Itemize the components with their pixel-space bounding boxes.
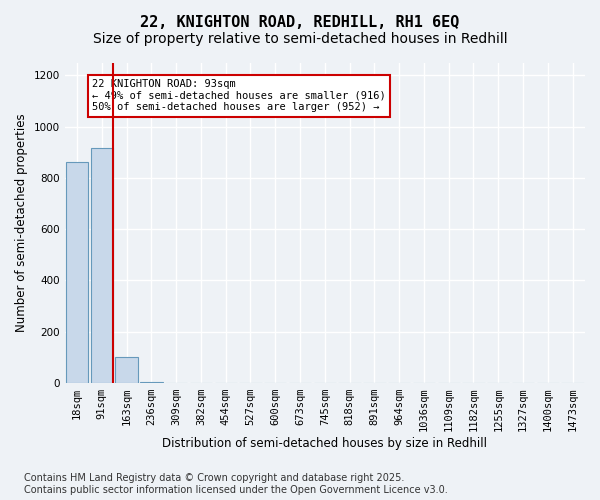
Bar — [66, 162, 88, 383]
X-axis label: Distribution of semi-detached houses by size in Redhill: Distribution of semi-detached houses by … — [163, 437, 487, 450]
Bar — [115, 357, 138, 383]
Y-axis label: Number of semi-detached properties: Number of semi-detached properties — [15, 114, 28, 332]
Text: Size of property relative to semi-detached houses in Redhill: Size of property relative to semi-detach… — [92, 32, 508, 46]
Text: 22 KNIGHTON ROAD: 93sqm
← 49% of semi-detached houses are smaller (916)
50% of s: 22 KNIGHTON ROAD: 93sqm ← 49% of semi-de… — [92, 79, 386, 112]
Bar — [140, 382, 163, 383]
Bar — [91, 148, 113, 383]
Text: Contains HM Land Registry data © Crown copyright and database right 2025.
Contai: Contains HM Land Registry data © Crown c… — [24, 474, 448, 495]
Text: 22, KNIGHTON ROAD, REDHILL, RH1 6EQ: 22, KNIGHTON ROAD, REDHILL, RH1 6EQ — [140, 15, 460, 30]
